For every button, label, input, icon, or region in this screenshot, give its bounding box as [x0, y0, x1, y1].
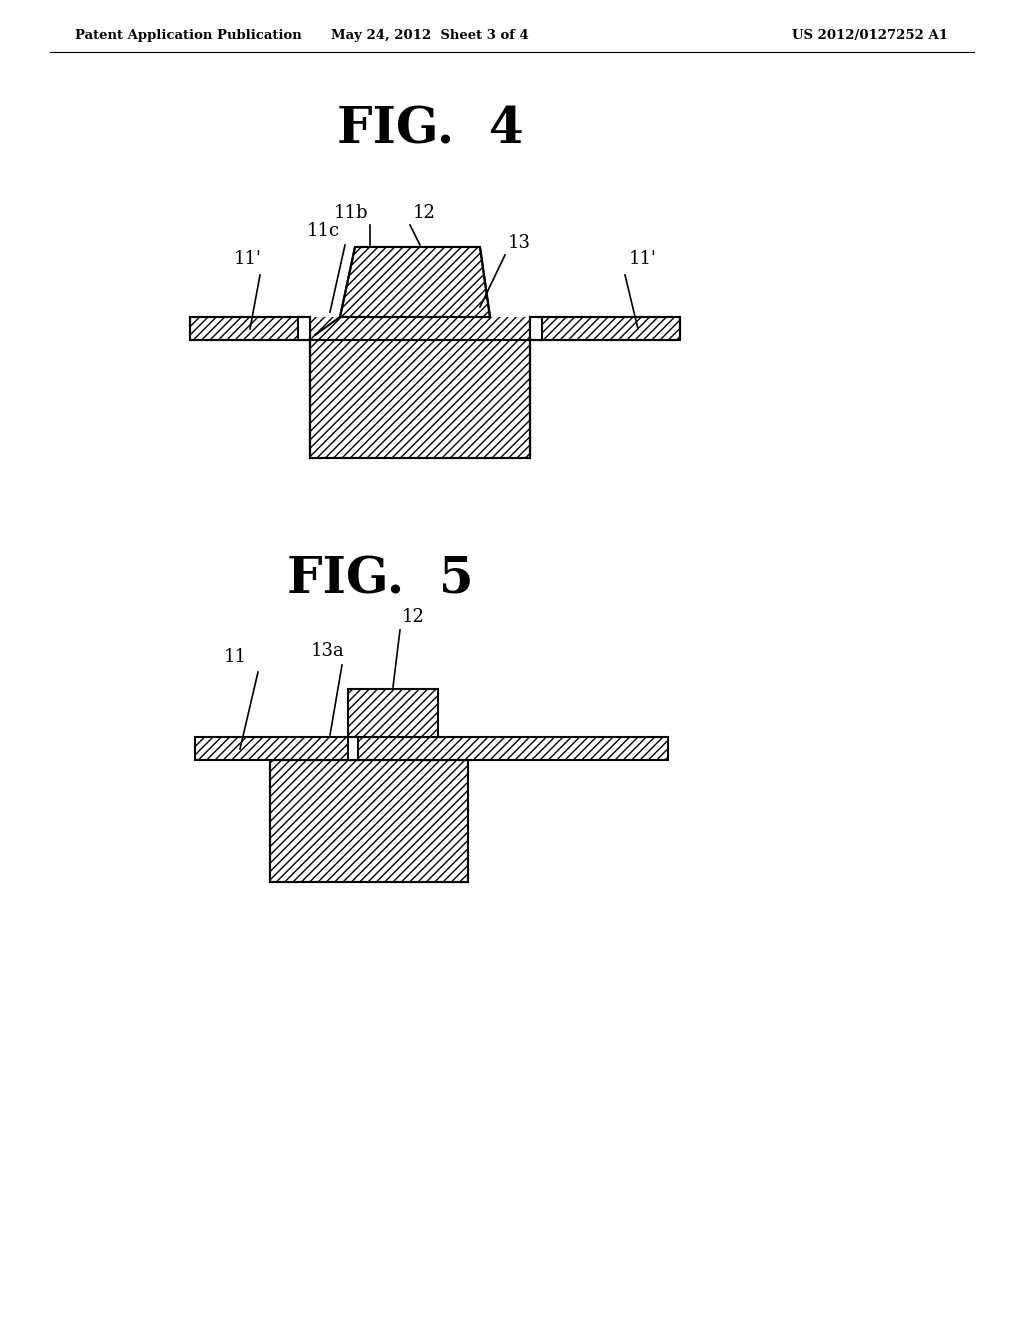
Text: 11: 11: [223, 648, 247, 667]
Bar: [195, 737, 668, 760]
Bar: [190, 317, 310, 341]
Text: 11': 11': [629, 249, 657, 268]
Text: FIG.  4: FIG. 4: [337, 106, 523, 154]
Bar: [310, 341, 530, 458]
Bar: [298, 317, 310, 341]
Text: May 24, 2012  Sheet 3 of 4: May 24, 2012 Sheet 3 of 4: [331, 29, 528, 41]
Text: 13a: 13a: [311, 642, 345, 660]
Bar: [310, 317, 530, 341]
Bar: [270, 760, 468, 882]
Bar: [530, 317, 680, 341]
Text: US 2012/0127252 A1: US 2012/0127252 A1: [792, 29, 948, 41]
Text: Patent Application Publication: Patent Application Publication: [75, 29, 302, 41]
Bar: [190, 317, 310, 341]
Text: FIG.  5: FIG. 5: [287, 556, 473, 605]
Text: 12: 12: [413, 205, 436, 222]
Polygon shape: [340, 247, 490, 317]
Text: 13: 13: [508, 234, 531, 252]
Text: 11c: 11c: [307, 222, 340, 240]
Text: 11b: 11b: [334, 205, 368, 222]
Bar: [530, 317, 680, 341]
Bar: [310, 341, 530, 458]
Bar: [270, 760, 468, 882]
Text: 11': 11': [234, 249, 262, 268]
Text: 12: 12: [402, 609, 425, 626]
Bar: [530, 317, 542, 341]
Bar: [348, 689, 438, 737]
Bar: [348, 737, 358, 760]
